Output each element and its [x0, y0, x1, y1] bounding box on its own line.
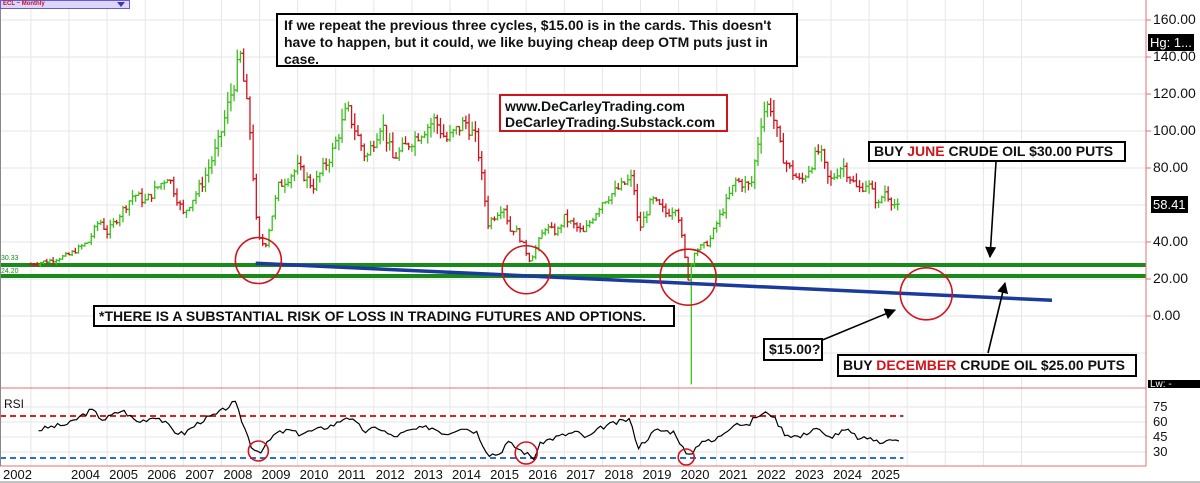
- annotation-arrow: [985, 161, 997, 259]
- year-tick-label: 2006: [147, 467, 177, 482]
- year-tick-label: 2020: [680, 467, 710, 482]
- year-tick-label: 2017: [566, 467, 596, 482]
- rsi-circle: [247, 440, 270, 462]
- target-price-box: $15.00?: [763, 338, 823, 361]
- rsi-axis-label: 45: [1153, 429, 1168, 444]
- price-circle: [501, 244, 552, 295]
- rsi-label: RSI: [4, 397, 25, 411]
- support-lines: [0, 262, 1146, 279]
- june-post: CRUDE OIL $30.00 PUTS: [944, 143, 1114, 159]
- annotation-arrows: [819, 161, 1009, 354]
- year-tick-label: 2024: [833, 467, 862, 482]
- year-tick-label: 2013: [413, 467, 443, 482]
- year-tick-label: 2016: [528, 467, 558, 482]
- price-circle: [234, 236, 283, 285]
- price-bars: [28, 48, 900, 385]
- symbol-selector[interactable]: ECL ~ Monthly: [0, 0, 130, 9]
- rsi-circle: [514, 441, 539, 465]
- price-axis-label: 20.00: [1153, 270, 1189, 286]
- annotation-arrow: [819, 308, 897, 342]
- june-pre: BUY: [874, 143, 908, 159]
- dec-month: DECEMBER: [876, 357, 957, 373]
- price-circle: [659, 248, 717, 306]
- rsi-axis-label: 75: [1153, 399, 1168, 414]
- rsi-circle: [677, 448, 696, 466]
- support-label-1: 30.33: [1, 255, 19, 262]
- year-tick-label: 2009: [261, 467, 291, 482]
- june-month: JUNE: [907, 143, 945, 159]
- price-axis-label: 140.00: [1153, 48, 1196, 64]
- dec-pre: BUY: [843, 357, 877, 373]
- last-price-tag: 58.41: [1151, 196, 1188, 213]
- price-axis-label: 40.00: [1153, 233, 1189, 249]
- year-tick-label: 2022: [756, 467, 786, 482]
- year-tick-label: 2015: [490, 467, 520, 482]
- rsi-line: [38, 400, 900, 461]
- price-axis-label: 160.00: [1153, 11, 1196, 27]
- year-tick-label: 2005: [109, 467, 139, 482]
- year-tick-label: 2004: [71, 467, 100, 482]
- risk-disclaimer: *THERE IS A SUBSTANTIAL RISK OF LOSS IN …: [93, 305, 675, 327]
- year-tick-label: 2010: [299, 467, 329, 482]
- year-tick-label: 2023: [794, 467, 824, 482]
- grid: [0, 0, 1146, 466]
- rsi-panel: [0, 387, 1146, 461]
- dropdown-arrow-icon[interactable]: [117, 2, 125, 7]
- year-tick-label: 2021: [718, 467, 748, 482]
- support-label-2: 24.20: [1, 268, 19, 275]
- annotation-arrow: [987, 281, 1009, 354]
- year-tick-label: 2025: [871, 467, 901, 482]
- top-note: If we repeat the previous three cycles, …: [276, 13, 798, 67]
- dec-post: CRUDE OIL $25.00 PUTS: [956, 357, 1125, 373]
- price-axis-label: 100.00: [1153, 122, 1196, 138]
- year-tick-label: 2002: [3, 467, 32, 482]
- symbol-selector-label: ECL ~ Monthly: [3, 1, 45, 7]
- year-tick-label: 2018: [604, 467, 634, 482]
- trendline: [255, 261, 1053, 303]
- rsi-axis-label: 60: [1153, 414, 1168, 429]
- rsi-axis-label: 30: [1153, 444, 1168, 459]
- price-axis-label: 0.00: [1153, 307, 1181, 323]
- price-axis-label: 120.00: [1153, 85, 1196, 101]
- december-puts-box: BUY DECEMBER CRUDE OIL $25.00 PUTS: [837, 354, 1137, 377]
- high-tag: Hg: 1...: [1148, 34, 1194, 51]
- trendline: [255, 261, 1053, 303]
- price-axis-label: 80.00: [1153, 159, 1189, 175]
- year-tick-label: 2019: [642, 467, 672, 482]
- year-tick-label: 2012: [375, 467, 405, 482]
- year-tick-label: 2007: [185, 467, 215, 482]
- website-link[interactable]: www.DeCarleyTrading.com: [505, 98, 685, 114]
- substack-link[interactable]: DeCarleyTrading.Substack.com: [505, 114, 716, 130]
- year-tick-label: 2008: [223, 467, 253, 482]
- year-tick-label: 2014: [452, 467, 481, 482]
- website-box: www.DeCarleyTrading.com DeCarleyTrading.…: [499, 94, 728, 132]
- highlight-circles: [234, 236, 954, 466]
- low-tag: Lw: -: [1148, 380, 1200, 388]
- price-circle: [899, 266, 954, 321]
- year-tick-label: 2011: [337, 467, 366, 482]
- june-puts-box: BUY JUNE CRUDE OIL $30.00 PUTS: [868, 141, 1126, 162]
